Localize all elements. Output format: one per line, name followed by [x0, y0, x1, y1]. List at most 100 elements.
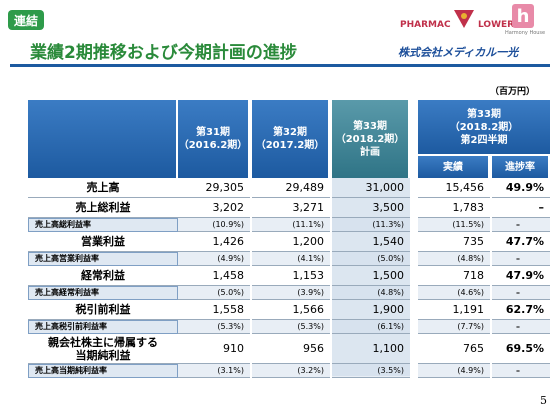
- text-line: 計画: [360, 146, 380, 158]
- cell: 29,489: [252, 178, 330, 198]
- plan-column-bg: [332, 178, 410, 376]
- text-line: 1,191: [452, 303, 485, 316]
- cell: (3.2%): [252, 364, 330, 378]
- text-line: （2018.2期）: [335, 133, 405, 145]
- cell: 1,566: [252, 300, 330, 320]
- text-line: 31,000: [365, 181, 405, 194]
- text-line: 29,489: [285, 181, 325, 194]
- row-label: 営業利益: [28, 232, 178, 252]
- cell: (3.1%): [178, 364, 250, 378]
- cell: 47.9%: [492, 266, 550, 286]
- page-number: 5: [540, 394, 547, 407]
- text-line: 49.9%: [505, 181, 544, 194]
- logo-text: PHARMAC: [400, 20, 451, 30]
- cell: 1,783: [418, 198, 490, 218]
- row-label: 経常利益: [28, 266, 178, 286]
- text-line: 経常利益: [81, 269, 125, 282]
- cell: –: [492, 320, 550, 334]
- cell: 1,500: [332, 266, 410, 286]
- text-line: 当期純利益: [75, 348, 131, 362]
- cell: 956: [252, 334, 330, 364]
- company-name: 株式会社メディカル一光: [398, 46, 519, 59]
- cell: 765: [418, 334, 490, 364]
- text-line: 売上総利益: [75, 201, 131, 214]
- text-line: 1,426: [212, 235, 245, 248]
- text-line: 1,500: [372, 269, 405, 282]
- text-line: (3.9%): [297, 288, 324, 297]
- text-line: (4.1%): [297, 254, 324, 263]
- text-line: (5.3%): [297, 322, 324, 331]
- text-line: 1,100: [372, 342, 405, 355]
- text-line: 税引前利益: [75, 303, 131, 316]
- text-line: (4.9%): [217, 254, 244, 263]
- text-line: 実績: [443, 161, 463, 173]
- text-line: (4.8%): [457, 254, 484, 263]
- cell: 15,456: [418, 178, 490, 198]
- text-line: –: [516, 220, 520, 229]
- text-line: (11.1%): [292, 220, 324, 229]
- text-line: (5.3%): [217, 322, 244, 331]
- subcolumn-header: 進捗率: [492, 156, 550, 178]
- cell: 3,202: [178, 198, 250, 218]
- row-label: 売上総利益: [28, 198, 178, 218]
- text-line: 1,558: [212, 303, 245, 316]
- cell: (11.1%): [252, 218, 330, 232]
- group-header: 第33期 （2018.2期） 第2四半期: [418, 100, 550, 156]
- text-line: (11.5%): [452, 220, 484, 229]
- text-line: 第33期: [467, 108, 501, 120]
- text-line: 売上高経常利益率: [35, 288, 99, 297]
- cell: (5.0%): [332, 252, 410, 266]
- cell: (4.9%): [178, 252, 250, 266]
- text-line: (10.9%): [212, 220, 244, 229]
- text-line: （2016.2期）: [178, 140, 248, 151]
- cell: (3.5%): [332, 364, 410, 378]
- text-line: (7.7%): [457, 322, 484, 331]
- logo-text: LOWER: [478, 20, 515, 30]
- text-line: 第2四半期: [460, 134, 508, 146]
- text-line: 売上高税引前利益率: [35, 322, 107, 331]
- unit: （百万円）: [490, 87, 536, 97]
- text-line: 1,783: [452, 201, 485, 214]
- text-line: 47.9%: [505, 269, 544, 282]
- row-label: 売上高: [28, 178, 178, 198]
- text-line: 1,153: [292, 269, 325, 282]
- cell: (5.3%): [178, 320, 250, 334]
- text-line: 3,202: [212, 201, 245, 214]
- text-line: (5.0%): [217, 288, 244, 297]
- row-label: 税引前利益: [28, 300, 178, 320]
- sub-row-label: 売上高当期純利益率: [28, 364, 178, 378]
- text-line: (4.6%): [457, 288, 484, 297]
- cell: 1,900: [332, 300, 410, 320]
- column-header: 第31期 （2016.2期）: [178, 100, 250, 178]
- cell: –: [492, 252, 550, 266]
- text-line: 765: [463, 342, 484, 355]
- cell: 29,305: [178, 178, 250, 198]
- cell: 735: [418, 232, 490, 252]
- text-line: –: [516, 322, 520, 331]
- sub-row-label: 売上高総利益率: [28, 218, 178, 232]
- cell: –: [492, 218, 550, 232]
- text-line: 69.5%: [505, 342, 544, 355]
- text-line: 62.7%: [505, 303, 544, 316]
- text-line: (5.0%): [377, 254, 404, 263]
- text-line: 営業利益: [81, 235, 125, 248]
- column-header: 第32期 （2017.2期）: [252, 100, 330, 178]
- cell: (6.1%): [332, 320, 410, 334]
- text-line: 1,566: [292, 303, 325, 316]
- text-line: 1,900: [372, 303, 405, 316]
- cell: (5.0%): [178, 286, 250, 300]
- logo-text: Harmony House: [505, 30, 546, 36]
- title-rule: [10, 64, 550, 67]
- cell: –: [492, 286, 550, 300]
- cell: 49.9%: [492, 178, 550, 198]
- text-line: 956: [303, 342, 324, 355]
- text-line: 売上高営業利益率: [35, 254, 99, 263]
- text-line: 47.7%: [505, 235, 544, 248]
- cell: (4.6%): [418, 286, 490, 300]
- cell: 1,458: [178, 266, 250, 286]
- cell: (4.8%): [332, 286, 410, 300]
- cell: (4.1%): [252, 252, 330, 266]
- text-line: 親会社株主に帰属する: [48, 335, 158, 349]
- cell: –: [492, 364, 550, 378]
